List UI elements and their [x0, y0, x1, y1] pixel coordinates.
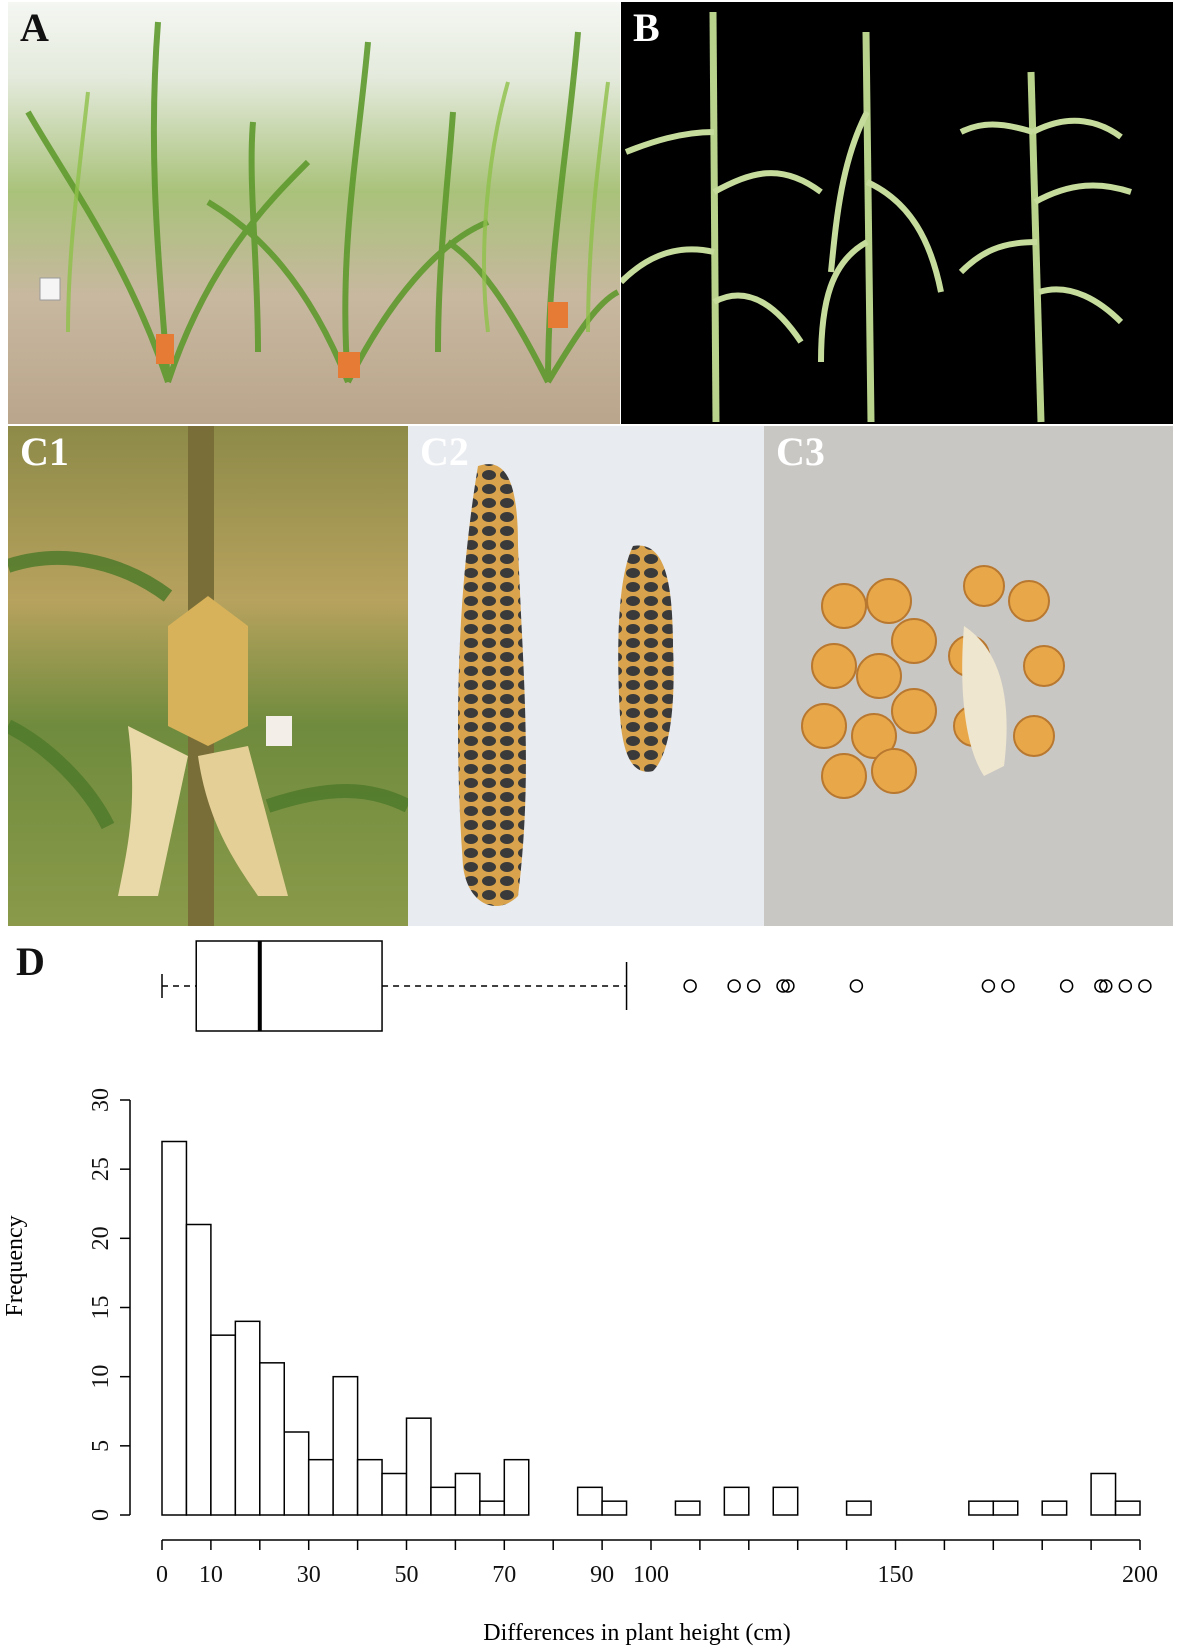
- panel-c1-ear-photo: C1: [8, 426, 408, 926]
- boxplot-outlier: [1118, 979, 1133, 993]
- x-tick-label: 0: [156, 1562, 168, 1588]
- boxplot-outlier: [1138, 979, 1152, 993]
- histogram-bars: [161, 1140, 1141, 1516]
- boxplot-outlier: [981, 979, 996, 993]
- ear-on-plant-image: [8, 426, 408, 926]
- histogram-bar: [674, 1500, 701, 1516]
- x-tick-label: 90: [590, 1562, 614, 1588]
- histogram-bar: [992, 1500, 1019, 1516]
- x-axis-label: Differences in plant height (cm): [483, 1620, 790, 1646]
- x-tick-label: 200: [1122, 1562, 1158, 1588]
- y-tick-label: 30: [88, 1088, 114, 1112]
- sparse-ears-image: [801, 565, 1065, 799]
- histogram-bar: [454, 1472, 481, 1516]
- x-tick-label: 10: [199, 1562, 223, 1588]
- x-axis: 0 10 30 50 70 90 100 150 200: [156, 1539, 1158, 1588]
- histogram-bar: [259, 1362, 285, 1516]
- boxplot-outlier: [776, 979, 790, 993]
- x-tick-label: 150: [878, 1562, 914, 1588]
- histogram-bar: [576, 1486, 603, 1516]
- histogram-bar: [723, 1486, 750, 1516]
- histogram-bar: [307, 1458, 334, 1516]
- boxplot-outlier: [1001, 979, 1015, 993]
- boxplot-outlier: [1099, 979, 1113, 993]
- histogram-chart: 0 10 30 50 70 90 100 150 200 0 5 10 15 20 25 30 Differ…: [2, 940, 1158, 1646]
- y-tick-label: 15: [88, 1296, 114, 1320]
- maize-plants-image: [621, 11, 1132, 423]
- histogram-bar: [772, 1486, 799, 1516]
- y-tick-label: 0: [88, 1509, 114, 1521]
- y-tick-label: 20: [88, 1226, 114, 1250]
- y-tick-label: 5: [88, 1440, 114, 1452]
- panel-label-c2: C2: [420, 429, 469, 474]
- histogram-bar: [601, 1500, 628, 1516]
- maize-field-image: [25, 21, 620, 384]
- panel-c3-ears-photo: C3: [764, 426, 1173, 926]
- histogram-bar: [161, 1140, 188, 1516]
- boxplot-outlier: [781, 979, 795, 993]
- y-tick-label: 10: [88, 1365, 114, 1389]
- histogram-bar: [405, 1417, 432, 1516]
- histogram-bar: [1041, 1500, 1068, 1516]
- panel-c2-ears-photo: C2: [408, 426, 764, 926]
- boxplot-outlier: [727, 979, 741, 993]
- panel-label-a: A: [20, 5, 49, 50]
- histogram-bar: [234, 1320, 261, 1516]
- x-tick-label: 50: [395, 1562, 419, 1588]
- histogram-bar: [332, 1375, 359, 1516]
- boxplot-outlier: [1059, 979, 1074, 993]
- x-tick-label: 100: [633, 1562, 669, 1588]
- boxplot-outlier: [746, 979, 761, 993]
- histogram-bar: [430, 1486, 457, 1516]
- histogram-bar: [968, 1500, 995, 1516]
- histogram-bar: [1090, 1472, 1117, 1516]
- y-axis-label: Frequency: [2, 1215, 28, 1316]
- boxplot-box: [195, 940, 383, 1032]
- histogram-bar: [356, 1458, 383, 1516]
- histogram-bar: [845, 1500, 872, 1516]
- boxplot-outlier: [683, 979, 697, 993]
- boxplot-outlier: [849, 979, 864, 993]
- histogram-bar: [283, 1431, 310, 1516]
- boxplot-outlier: [1094, 979, 1108, 993]
- x-tick-label: 70: [492, 1562, 516, 1588]
- panel-label-c3: C3: [776, 429, 825, 474]
- histogram-bar: [210, 1334, 237, 1516]
- panel-label-b: B: [633, 5, 660, 50]
- panel-label-c1: C1: [20, 429, 69, 474]
- panel-label-d: D: [16, 939, 45, 984]
- histogram-bar: [503, 1458, 530, 1516]
- two-ears-image: [458, 464, 674, 906]
- histogram-bar: [1114, 1500, 1141, 1516]
- boxplot: [161, 940, 1152, 1032]
- histogram-bar: [185, 1223, 212, 1516]
- histogram-bar: [381, 1472, 408, 1516]
- panel-a-field-photo: A: [8, 2, 620, 424]
- panel-d-chart: D 0 10 30 50 70 90 100 150 200 0 5 10 15 20 25 30 Diff…: [0, 928, 1181, 1650]
- y-tick-label: 25: [88, 1157, 114, 1181]
- x-tick-label: 30: [297, 1562, 321, 1588]
- panel-b-plant-photo: B: [621, 2, 1173, 424]
- histogram-bar: [479, 1500, 506, 1516]
- y-axis: 0 5 10 15 20 25 30: [88, 1088, 131, 1521]
